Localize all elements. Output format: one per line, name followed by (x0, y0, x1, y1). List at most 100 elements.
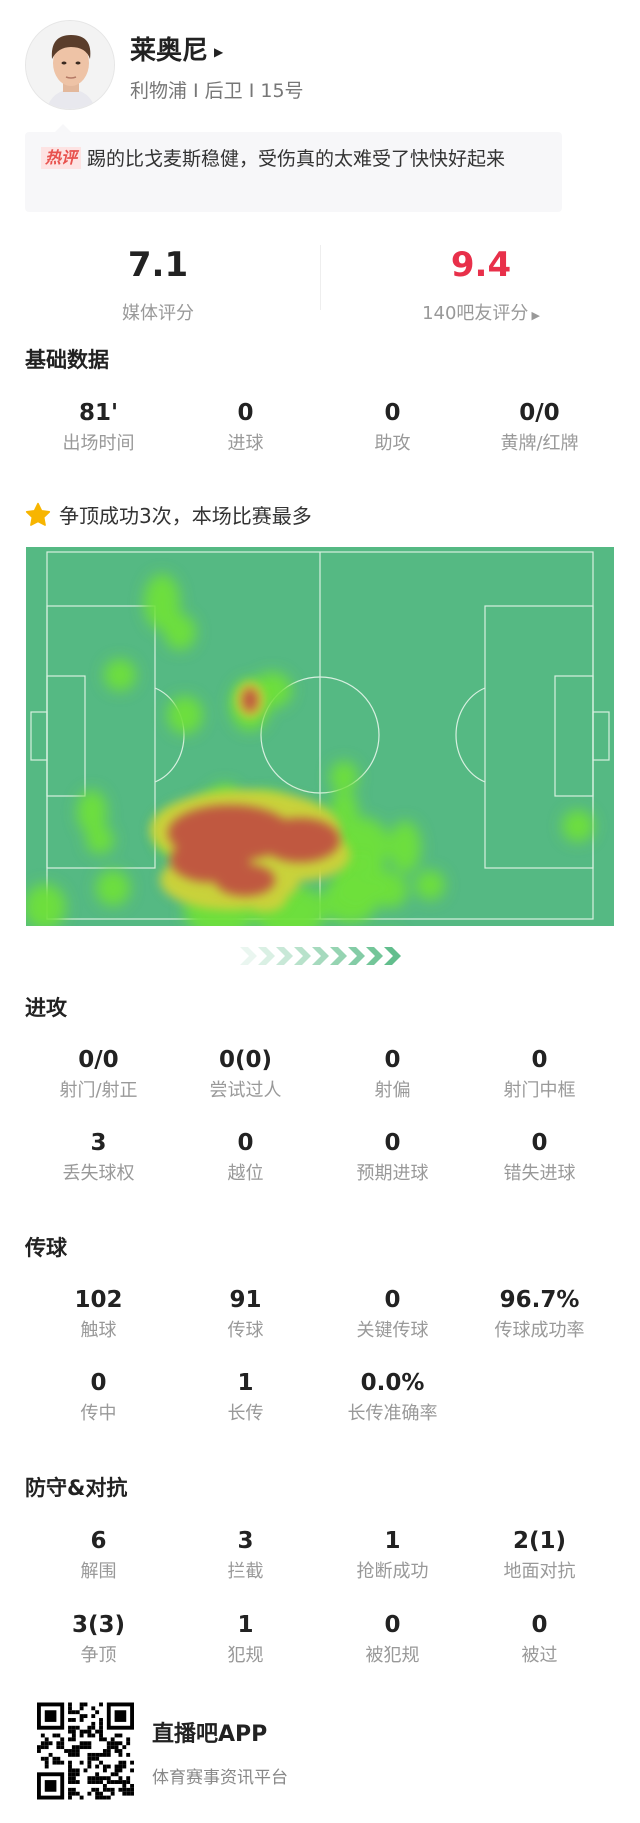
media-rating: 7.1 媒体评分 (58, 245, 258, 325)
chevron-right-icon (312, 947, 329, 965)
attack-direction-arrows (240, 947, 401, 965)
qr-code-icon (37, 1702, 134, 1800)
stat-label: 争顶 (80, 1645, 117, 1666)
stat-value: 3(3) (71, 1612, 126, 1638)
stat-value: 0 (531, 1612, 548, 1638)
star-icon (25, 502, 51, 526)
stat-value: 0 (531, 1047, 548, 1073)
stat-basic-2: 0 助攻 (319, 399, 466, 455)
stat-basic-0: 81' 出场时间 (25, 399, 172, 455)
stat-label: 犯规 (227, 1645, 264, 1666)
heat-spot (164, 614, 196, 650)
stat-value: 0 (237, 400, 254, 426)
stat-defense-2: 1 抢断成功 (319, 1527, 466, 1583)
hot-comment-text: 踢的比戈麦斯稳健，受伤真的太难受了快快好起来 (87, 148, 506, 170)
stat-label: 传球成功率 (494, 1320, 585, 1341)
app-name: 直播吧APP (152, 1722, 268, 1747)
stat-passing-0: 102 触球 (25, 1286, 172, 1342)
chevron-right-icon (384, 947, 401, 965)
player-name[interactable]: 莱奥尼 ▶ (130, 30, 223, 67)
stat-attack-1: 0(0) 尝试过人 (172, 1046, 319, 1102)
heatmap-layer (26, 574, 594, 1000)
stat-attack-4: 3 丢失球权 (25, 1129, 172, 1185)
stat-label: 拦截 (227, 1561, 264, 1582)
stat-label: 地面对抗 (503, 1561, 576, 1582)
stat-passing-6: 0.0% 长传准确率 (319, 1369, 466, 1425)
stat-value: 0 (384, 1612, 401, 1638)
heat-spot (96, 870, 130, 906)
heat-spot (104, 659, 136, 691)
heat-spot (322, 876, 378, 924)
heat-spot (86, 826, 114, 854)
heatmap-pitch (26, 547, 614, 1000)
stat-label: 长传 (227, 1403, 264, 1424)
stat-value: 0/0 (519, 400, 560, 426)
stat-defense-3: 2(1) 地面对抗 (466, 1527, 613, 1583)
stat-label: 错失进球 (503, 1163, 576, 1184)
player-meta: 利物浦 I 后卫 I 15号 (130, 80, 304, 102)
section-title-attack: 进攻 (25, 996, 67, 1020)
stat-value: 1 (384, 1528, 401, 1554)
stat-value: 0 (384, 1047, 401, 1073)
heat-spot (140, 997, 168, 1000)
stat-label: 丢失球权 (62, 1163, 135, 1184)
chevron-right-icon (258, 947, 275, 965)
stat-attack-2: 0 射偏 (319, 1046, 466, 1102)
caret-right-icon: ▶ (214, 44, 224, 59)
stat-attack-5: 0 越位 (172, 1129, 319, 1185)
stat-label: 抢断成功 (356, 1561, 429, 1582)
stat-value: 3 (237, 1528, 254, 1554)
stat-value: 96.7% (499, 1287, 580, 1313)
stat-defense-1: 3 拦截 (172, 1527, 319, 1583)
stat-value: 0(0) (218, 1047, 273, 1073)
stat-label: 尝试过人 (209, 1080, 282, 1101)
stat-passing-2: 0 关键传球 (319, 1286, 466, 1342)
stat-label: 越位 (227, 1163, 264, 1184)
heat-spot (242, 688, 258, 712)
stat-basic-1: 0 进球 (172, 399, 319, 455)
chevron-right-icon (294, 947, 311, 965)
stat-attack-0: 0/0 射门/射正 (25, 1046, 172, 1102)
fan-rating[interactable]: 9.4 140吧友评分 ▶ (381, 245, 581, 325)
chevron-right-icon (276, 947, 293, 965)
stat-label: 关键传球 (356, 1320, 429, 1341)
stat-basic-3: 0/0 黄牌/红牌 (466, 399, 613, 455)
stat-value: 0/0 (78, 1047, 119, 1073)
stat-label: 射偏 (374, 1080, 411, 1101)
heat-spot (77, 790, 107, 834)
stat-defense-4: 3(3) 争顶 (25, 1611, 172, 1667)
stat-label: 触球 (80, 1320, 117, 1341)
section-title-defense: 防守&对抗 (25, 1476, 128, 1500)
stat-value: 0 (384, 400, 401, 426)
heat-low (26, 574, 594, 1000)
caret-right-icon: ▶ (531, 309, 540, 322)
heat-spot (144, 574, 180, 630)
chevron-right-icon (348, 947, 365, 965)
chevron-right-icon (330, 947, 347, 965)
hot-comment[interactable]: 热评 踢的比戈麦斯稳健，受伤真的太难受了快快好起来 (25, 124, 562, 212)
section-title-passing: 传球 (25, 1236, 67, 1260)
heat-spot (26, 884, 66, 926)
stat-value: 102 (74, 1287, 123, 1313)
stat-label: 出场时间 (62, 433, 135, 454)
stat-label: 传中 (80, 1403, 117, 1424)
heat-spot (260, 818, 340, 862)
heat-high (168, 688, 340, 896)
fan-rating-label: 140吧友评分 (422, 303, 529, 324)
hot-comment-tag: 热评 (41, 147, 82, 169)
stat-attack-3: 0 射门中框 (466, 1046, 613, 1102)
stat-defense-5: 1 犯规 (172, 1611, 319, 1667)
media-rating-label: 媒体评分 (122, 303, 194, 324)
stat-label: 进球 (227, 433, 264, 454)
player-avatar[interactable] (25, 20, 115, 110)
highlight-banner: 争顶成功3次，本场比赛最多 (25, 500, 312, 529)
highlight-text: 争顶成功3次，本场比赛最多 (59, 504, 312, 528)
stat-label: 传球 (227, 1320, 264, 1341)
stat-label: 长传准确率 (347, 1403, 438, 1424)
stat-value: 1 (237, 1612, 254, 1638)
stat-value: 0 (237, 1130, 254, 1156)
stat-defense-0: 6 解围 (25, 1527, 172, 1583)
stat-value: 0.0% (360, 1370, 425, 1396)
app-tagline: 体育赛事资讯平台 (152, 1768, 288, 1788)
heat-spot (137, 974, 167, 1000)
